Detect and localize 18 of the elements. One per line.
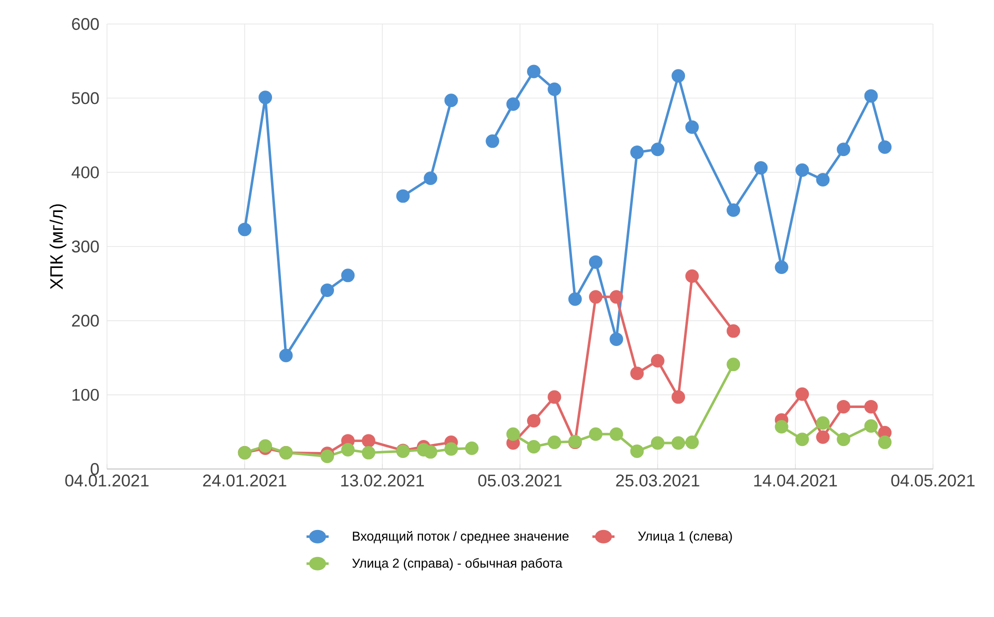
- x-tick-label: 14.04.2021: [754, 474, 837, 487]
- x-tick-label: 13.02.2021: [341, 474, 424, 487]
- x-tick-label: 24.01.2021: [203, 474, 286, 487]
- legend-label: Улица 2 (справа) - обычная работа: [352, 558, 562, 570]
- y-tick-label: 400: [72, 166, 99, 178]
- legend-label: Улица 1 (слева): [638, 531, 732, 544]
- x-tick-label: 04.05.2021: [891, 474, 975, 487]
- y-tick-label: 0: [90, 463, 99, 475]
- legend-label: Входящий поток / среднее значение: [352, 531, 569, 544]
- y-axis-title: ХПК (мг/л): [50, 204, 66, 290]
- y-tick-label: 300: [72, 240, 99, 252]
- x-tick-label: 25.03.2021: [616, 474, 700, 487]
- y-tick-label: 600: [72, 18, 99, 30]
- y-tick-label: 100: [72, 388, 99, 401]
- y-tick-label: 200: [72, 314, 99, 327]
- x-tick-label: 05.03.2021: [478, 474, 562, 487]
- y-tick-label: 500: [72, 92, 99, 104]
- x-tick-label: 04.01.2021: [65, 474, 149, 487]
